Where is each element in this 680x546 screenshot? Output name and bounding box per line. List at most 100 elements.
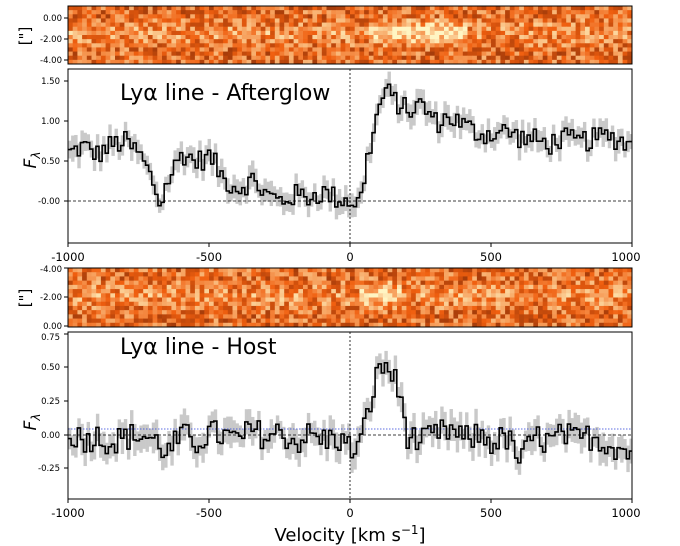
heatmap-cell [462, 30, 468, 36]
heatmap-cell [129, 14, 135, 19]
heatmap-cell [429, 30, 435, 36]
heatmap-cell [77, 272, 83, 277]
heatmap-cell [190, 43, 196, 48]
heatmap-cell [528, 268, 534, 273]
heatmap-cell [237, 14, 243, 19]
heatmap-cell [495, 6, 501, 11]
heatmap-cell [481, 310, 487, 315]
heatmap-cell [152, 268, 158, 273]
heatmap-cell [406, 55, 412, 61]
heatmap-cell [538, 6, 544, 11]
heatmap-cell [157, 51, 163, 57]
heatmap-cell [279, 35, 285, 40]
heatmap-cell [491, 59, 497, 65]
heatmap-cell [190, 6, 196, 11]
heatmap-cell [260, 30, 266, 36]
heatmap-cell [303, 272, 309, 277]
heatmap-cell [439, 14, 445, 19]
heatmap-cell [523, 6, 529, 11]
heatmap-cell [194, 280, 200, 286]
heatmap-cell [237, 280, 243, 286]
heatmap-cell [270, 43, 276, 48]
heatmap-cell [401, 297, 407, 303]
heatmap-cell [223, 59, 229, 65]
heatmap-cell [387, 314, 393, 319]
heatmap-cell [453, 280, 459, 286]
heatmap-cell [274, 293, 280, 298]
heatmap-cell [312, 14, 318, 19]
heatmap-cell [119, 6, 125, 11]
heatmap-cell [359, 305, 365, 311]
heatmap-cell [326, 55, 332, 61]
heatmap-cell [133, 310, 139, 315]
heatmap-cell [335, 26, 341, 32]
heatmap-cell [331, 43, 337, 48]
heatmap-cell [204, 10, 210, 15]
heatmap-cell [538, 39, 544, 44]
heatmap-cell [133, 322, 139, 328]
heatmap-cell [335, 30, 341, 36]
heatmap-cell [552, 26, 558, 32]
heatmap-cell [82, 22, 88, 28]
heatmap-cell [458, 301, 464, 307]
heatmap-cell [538, 22, 544, 28]
heatmap-cell [317, 301, 323, 307]
heatmap-cell [86, 14, 92, 19]
heatmap-cell [284, 272, 290, 277]
heatmap-cell [434, 43, 440, 48]
heatmap-cell [491, 43, 497, 48]
heatmap-cell [542, 55, 548, 61]
heatmap-cell [147, 280, 153, 286]
heatmap-cell [533, 280, 539, 286]
heatmap-cell [204, 318, 210, 324]
heatmap-cell [213, 305, 219, 311]
heatmap-cell [143, 268, 149, 273]
heatmap-cell [100, 318, 106, 324]
heatmap-cell [603, 289, 609, 294]
heatmap-cell [91, 301, 97, 307]
heatmap-cell [528, 22, 534, 28]
heatmap-cell [481, 30, 487, 36]
heatmap-cell [444, 301, 450, 307]
heatmap-cell [321, 305, 327, 311]
heatmap-cell [256, 14, 262, 19]
heatmap-cell [307, 293, 313, 298]
afterglow-ytick: 0.50 [41, 157, 60, 167]
heatmap-cell [105, 301, 111, 307]
heatmap-cell [241, 26, 247, 32]
heatmap-cell [157, 47, 163, 52]
heatmap-cell [237, 322, 243, 328]
heatmap-cell [580, 318, 586, 324]
heatmap-cell [340, 43, 346, 48]
heatmap-cell [411, 280, 417, 286]
heatmap-cell [256, 55, 262, 61]
heatmap-cell [251, 22, 257, 28]
heatmap-cell [86, 59, 92, 65]
heatmap-cell [613, 305, 619, 311]
heatmap-cell [91, 293, 97, 298]
heatmap-cell [570, 297, 576, 303]
heatmap-cell [547, 22, 553, 28]
heatmap-cell [82, 18, 88, 23]
heatmap-cell [307, 6, 313, 11]
heatmap-cell [387, 22, 393, 28]
heatmap-cell [617, 297, 623, 303]
heatmap-cell [180, 318, 186, 324]
heatmap-cell [251, 55, 257, 61]
heatmap-cell [326, 272, 332, 277]
heatmap-cell [176, 30, 182, 36]
heatmap-cell [415, 14, 421, 19]
heatmap-cell [298, 284, 304, 290]
heatmap-cell [401, 26, 407, 32]
heatmap-cell [180, 22, 186, 28]
heatmap-cell [303, 39, 309, 44]
heatmap-cell [321, 314, 327, 319]
heatmap-cell [209, 6, 215, 11]
heatmap-cell [119, 310, 125, 315]
heatmap-cell [519, 293, 525, 298]
heatmap-cell [617, 39, 623, 44]
heatmap-cell [335, 305, 341, 311]
heatmap-cell [378, 35, 384, 40]
heatmap-cell [218, 322, 224, 328]
heatmap-cell [194, 301, 200, 307]
